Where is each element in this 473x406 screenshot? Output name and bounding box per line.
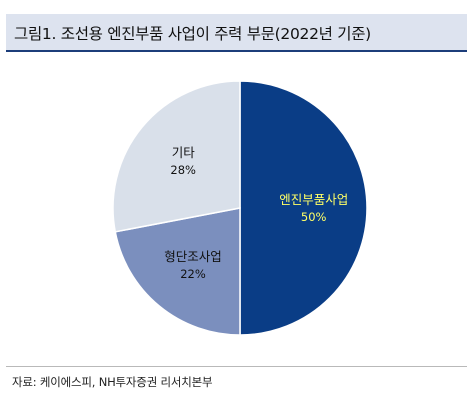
pie-slice-value-1: 22%	[180, 267, 206, 281]
pie-slice-2	[112, 80, 241, 233]
pie-slice-value-2: 28%	[170, 163, 196, 177]
pie-slices	[112, 80, 368, 336]
pie-slice-label-0: 엔진부품사업	[279, 192, 348, 207]
pie-slice-value-0: 50%	[301, 210, 327, 224]
pie-slice-label-2: 기타	[172, 145, 196, 160]
pie-slice-label-1: 형단조사업	[164, 249, 222, 264]
pie-slice-0	[239, 80, 368, 336]
pie-labels: 엔진부품사업 50% 형단조사업 22% 기타 28%	[164, 145, 348, 281]
footer-divider	[6, 366, 467, 367]
source-note: 자료: 케이에스피, NH투자증권 리서치본부	[12, 375, 213, 389]
pie-slice-1	[114, 207, 241, 336]
page-title: 그림1. 조선용 엔진부품 사업이 주력 부문(2022년 기준)	[14, 25, 371, 43]
title-band: 그림1. 조선용 엔진부품 사업이 주력 부문(2022년 기준)	[6, 14, 467, 52]
